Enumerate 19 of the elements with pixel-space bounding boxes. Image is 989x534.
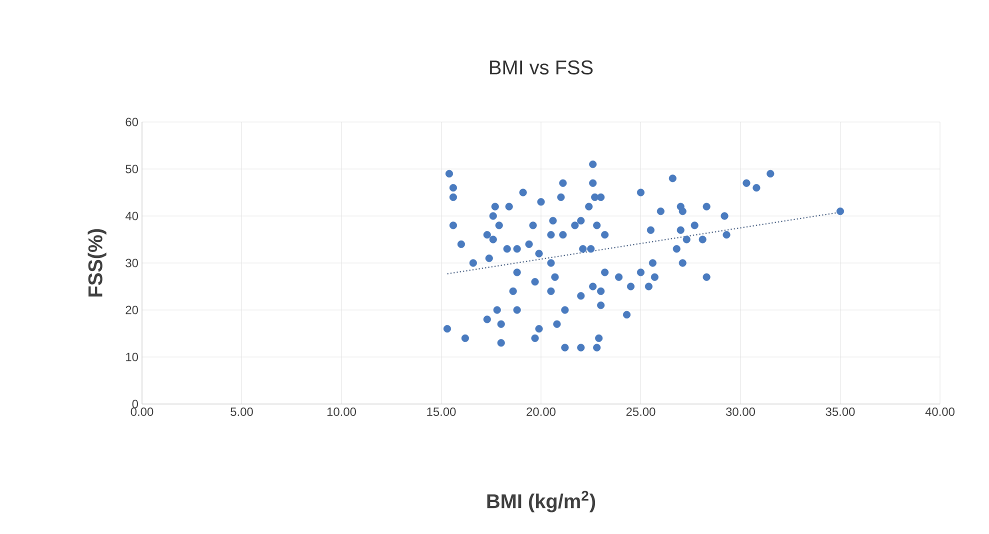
x-tick-label: 30.00 <box>726 408 755 416</box>
y-tick-label: 30 <box>126 258 138 268</box>
x-tick-label: 10.00 <box>327 408 356 416</box>
x-tick-label: 20.00 <box>526 408 556 416</box>
x-tick-label: 15.00 <box>427 408 456 416</box>
x-tick-label: 25.00 <box>626 408 656 416</box>
x-tick-label: 5.00 <box>230 408 253 416</box>
y-tick-label: 60 <box>126 118 138 126</box>
y-tick-label: 0 <box>132 400 138 408</box>
x-tick-label: 0.00 <box>130 408 154 416</box>
y-tick-label: 20 <box>126 306 138 314</box>
y-tick-label: 40 <box>125 212 138 220</box>
y-axis-title: FSS(%) <box>88 229 106 297</box>
x-tick-label: 40.00 <box>925 408 954 416</box>
chart-title: BMI vs FSS <box>490 60 593 74</box>
x-tick-label: 35.00 <box>826 408 855 416</box>
x-axis-title: BMI (kg/m$^{2}$) <box>487 490 596 512</box>
y-tick-label: 10 <box>126 352 138 362</box>
y-tick-label: 50 <box>126 164 138 174</box>
